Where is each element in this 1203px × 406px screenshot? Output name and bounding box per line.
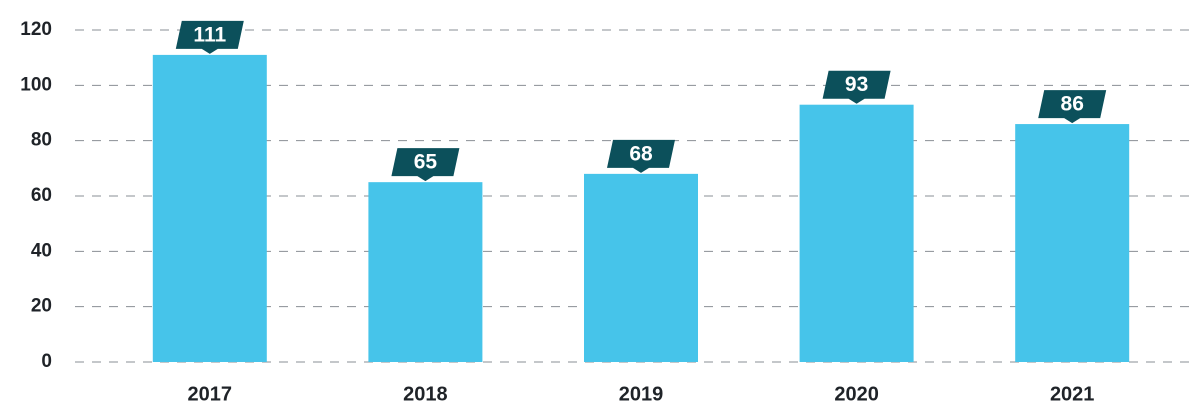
y-tick-label: 60 [31, 185, 52, 206]
data-label-badge [1038, 90, 1107, 124]
bar [799, 104, 914, 362]
data-label-badge [175, 20, 244, 54]
bar [584, 173, 698, 362]
data-label-badge [822, 70, 891, 104]
y-tick-label: 40 [31, 240, 52, 261]
data-label-badge [391, 148, 460, 182]
data-label: 68 [629, 142, 653, 165]
y-tick-label: 80 [31, 130, 52, 151]
bar [1015, 124, 1130, 362]
data-label: 86 [1061, 93, 1084, 116]
data-label: 65 [414, 151, 438, 174]
data-label-badge [607, 139, 675, 173]
x-tick-label: 2019 [619, 383, 664, 405]
y-tick-label: 100 [20, 74, 52, 95]
bar [152, 54, 267, 363]
data-label: 93 [845, 73, 868, 96]
x-tick-label: 2021 [1050, 383, 1095, 405]
x-tick-label: 2020 [834, 383, 879, 405]
y-tick-label: 0 [41, 351, 52, 372]
y-tick-label: 120 [20, 19, 52, 40]
bar [368, 182, 483, 362]
data-label: 111 [193, 23, 226, 46]
x-tick-label: 2017 [188, 383, 233, 405]
x-tick-label: 2018 [403, 383, 448, 405]
y-tick-label: 20 [31, 296, 52, 317]
